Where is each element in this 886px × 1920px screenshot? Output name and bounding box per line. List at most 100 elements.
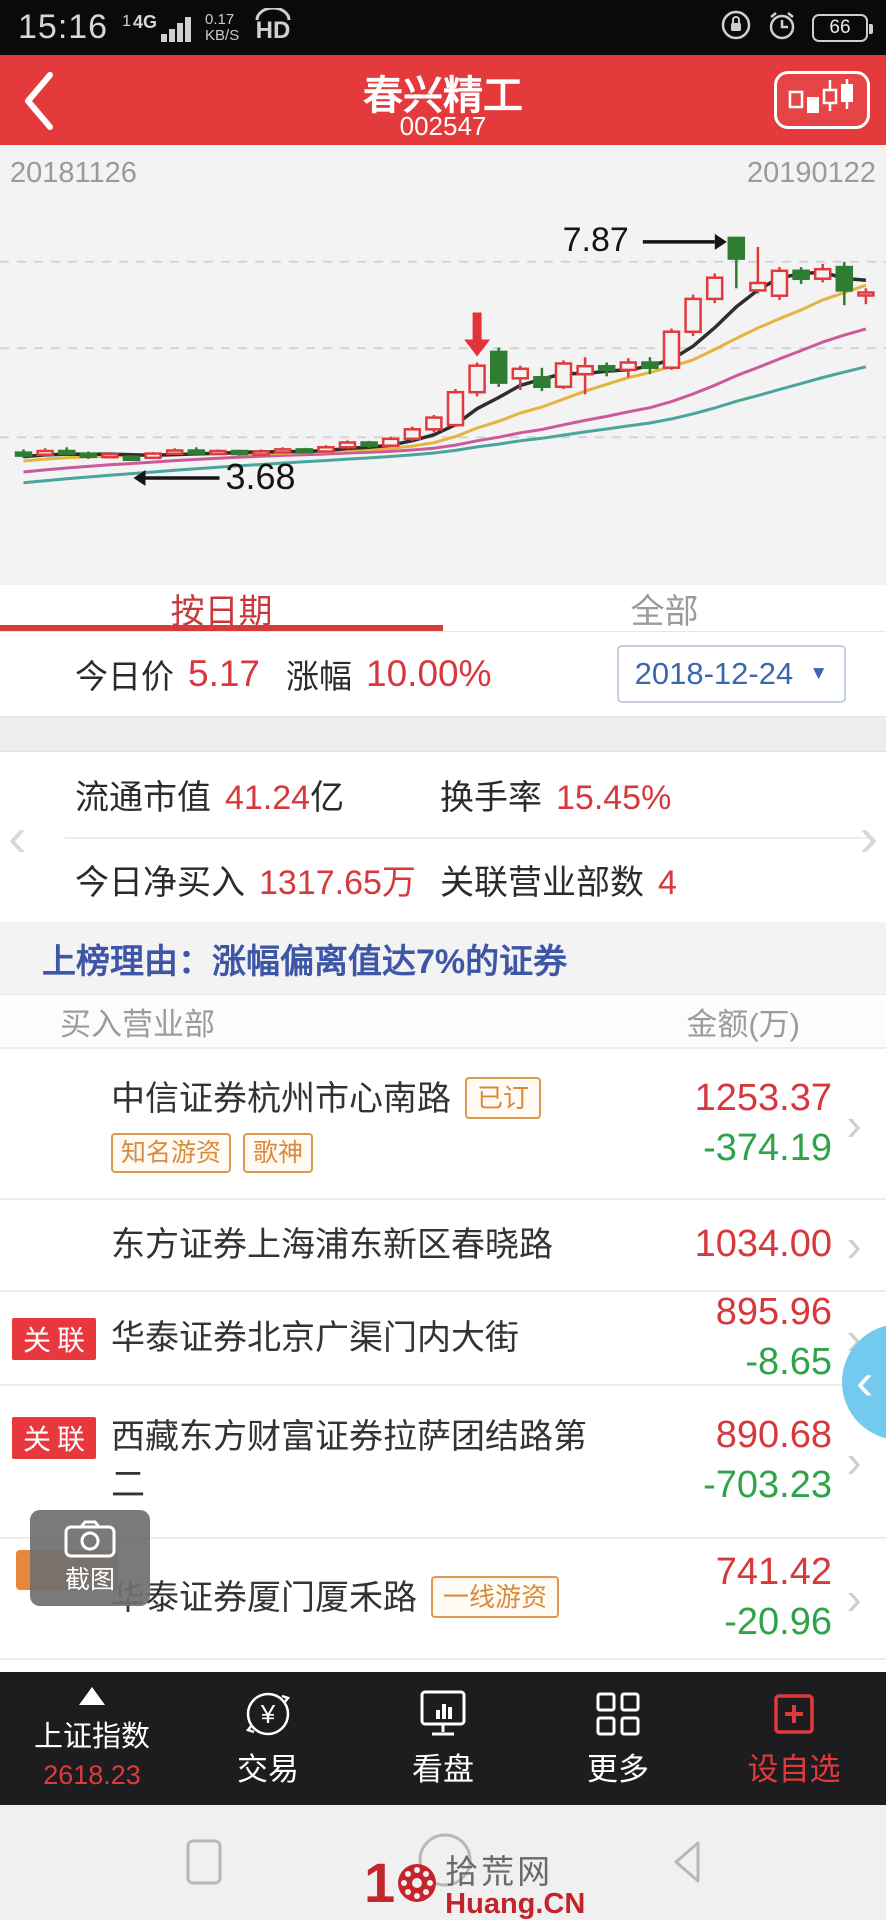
recents-button[interactable]	[182, 1837, 226, 1892]
broker-name: 华泰证券厦门厦禾路 一线游资	[111, 1574, 560, 1622]
table-header: 买入营业部 金额(万)	[0, 995, 886, 1049]
broker-name: 华泰证券北京广渠门内大街	[111, 1318, 519, 1357]
stats-next-chevron-icon[interactable]: ›	[859, 805, 878, 868]
monitor-chart-icon	[420, 1690, 466, 1736]
watermark: 1 拾荒网 Huang.CN	[364, 1853, 586, 1920]
nav-watch-label: 看盘	[412, 1752, 474, 1787]
tab-by-date[interactable]: 按日期	[0, 585, 443, 631]
table-row[interactable]: 关联 华泰证券北京广渠门内大街 895.96 -8.65 ›	[0, 1291, 886, 1386]
buy-amount: 741.42	[715, 1551, 832, 1594]
watermark-site: 拾荒网	[445, 1853, 554, 1890]
tag-badge: 知名游资	[111, 1132, 232, 1173]
today-price-value: 5.17	[188, 653, 261, 694]
alarm-icon	[766, 9, 798, 46]
buy-amount: 895.96	[715, 1291, 832, 1333]
stock-title: 春兴精工	[363, 74, 523, 118]
selected-date: 2018-12-24	[634, 656, 794, 691]
column-amount: 金额(万)	[686, 1006, 800, 1042]
clock-time: 15:16	[18, 8, 109, 46]
stat-value: 1317.65万	[259, 864, 416, 902]
chart-start-date: 20181126	[10, 157, 137, 189]
date-selector[interactable]: 2018-12-24 ▼	[616, 645, 846, 703]
chevron-right-icon: ›	[846, 1572, 862, 1625]
home-button[interactable]	[416, 1831, 474, 1894]
index-label: 上证指数	[33, 1720, 150, 1753]
status-bar: 15:16 1 4G 0.17 KB/S HD	[0, 0, 886, 55]
today-change-label: 涨幅	[286, 658, 353, 695]
column-broker: 买入营业部	[60, 1006, 215, 1042]
watermark-logo: 1	[364, 1855, 439, 1911]
stock-code: 002547	[399, 111, 487, 141]
nav-add-watchlist[interactable]: 设自选	[706, 1672, 882, 1805]
sell-amount: -20.96	[724, 1601, 832, 1644]
today-summary-row: 今日价 5.17 涨幅 10.00% 2018-12-24 ▼	[0, 632, 886, 716]
stat-label: 换手率	[440, 779, 542, 817]
nav-add-watchlist-label: 设自选	[747, 1752, 841, 1787]
network-speed: 0.17 KB/S	[205, 10, 240, 44]
stat-value: 15.45%	[556, 779, 672, 817]
back-nav-button[interactable]	[664, 1837, 710, 1892]
back-chevron-icon	[25, 72, 53, 130]
network-type: 4G	[133, 12, 158, 32]
candlestick-icon	[788, 79, 853, 113]
inline-badge: 已订	[465, 1076, 542, 1119]
battery-level: 66	[829, 16, 851, 38]
rotation-lock-icon	[720, 9, 752, 46]
chevron-right-icon: ›	[846, 1219, 862, 1271]
chart-end-date: 20190122	[746, 157, 876, 189]
nav-watch[interactable]: 看盘	[355, 1672, 531, 1805]
svg-text:¥: ¥	[260, 1699, 276, 1729]
nav-more[interactable]: 更多	[530, 1672, 706, 1805]
screenshot-label: 截图	[64, 1566, 115, 1594]
speed-value: 0.17	[205, 10, 235, 28]
signal-bars-icon	[161, 14, 195, 47]
broker-name: 西藏东方财富证券拉萨团结路第二	[111, 1418, 587, 1505]
stats-prev-chevron-icon[interactable]: ‹	[8, 805, 27, 868]
stat-value: 4	[658, 864, 677, 902]
grid-more-icon	[596, 1692, 640, 1736]
screenshot-tool[interactable]: 截图	[30, 1510, 150, 1606]
table-row[interactable]: 关联 西藏东方财富证券拉萨团结路第二 890.68 -703.23 ›	[0, 1385, 886, 1539]
table-row[interactable]: 东方证券上海浦东新区春晓路 1034.00 ›	[0, 1200, 886, 1292]
tag-badge: 歌神	[243, 1132, 314, 1173]
tab-all[interactable]: 全部	[630, 592, 699, 631]
index-value: 2618.23	[43, 1759, 141, 1790]
today-change-value: 10.00%	[366, 653, 492, 694]
tab-bar: 按日期 全部	[0, 585, 886, 632]
sell-amount: -703.23	[703, 1464, 832, 1507]
kline-chart[interactable]: 20181126 20190122 7.87 3.68	[0, 145, 886, 585]
kline-canvas[interactable]	[0, 145, 886, 585]
nav-index[interactable]: 上证指数 2618.23	[4, 1672, 180, 1805]
listing-reason: 上榜理由：涨幅偏离值达7%的证券	[0, 922, 886, 995]
speed-unit: KB/S	[205, 26, 240, 44]
battery-icon: 66	[812, 13, 873, 42]
stats-divider	[65, 837, 870, 839]
low-price-label: 3.68	[225, 456, 296, 497]
stat-value: 41.24	[225, 779, 311, 817]
nav-trade-label: 交易	[237, 1752, 299, 1787]
nav-more-label: 更多	[587, 1752, 649, 1787]
watermark-domain: Huang.CN	[445, 1888, 586, 1920]
section-divider	[0, 716, 886, 752]
broker-name: 中信证券杭州市心南路 已订	[111, 1075, 542, 1123]
inline-badge: 一线游资	[431, 1576, 560, 1619]
table-row[interactable]: 中信证券杭州市心南路 已订 知名游资 歌神 1253.37 -374.19 ›	[0, 1049, 886, 1200]
watermark-logo-one: 1	[364, 1851, 396, 1914]
sim-indicator: 1	[122, 12, 131, 30]
buy-amount: 1034.00	[694, 1223, 832, 1266]
app-header: 春兴精工 002547	[0, 55, 886, 145]
kline-view-button[interactable]	[774, 71, 870, 129]
trade-yuan-icon: ¥	[245, 1692, 291, 1736]
android-nav-bar: 1 拾荒网 Huang.CN	[0, 1805, 886, 1920]
today-price-label: 今日价	[75, 658, 174, 695]
stat-suffix: 亿	[310, 779, 345, 817]
bottom-nav: 上证指数 2618.23 ¥ 交易 看盘	[0, 1672, 886, 1805]
sell-amount: -374.19	[703, 1126, 832, 1169]
gear-logo-icon	[398, 1864, 437, 1902]
stat-label: 流通市值	[75, 779, 211, 817]
nav-trade[interactable]: ¥ 交易	[180, 1672, 356, 1805]
back-button[interactable]	[18, 69, 70, 133]
buy-amount: 1253.37	[694, 1076, 832, 1119]
high-price-label: 7.87	[562, 220, 629, 259]
